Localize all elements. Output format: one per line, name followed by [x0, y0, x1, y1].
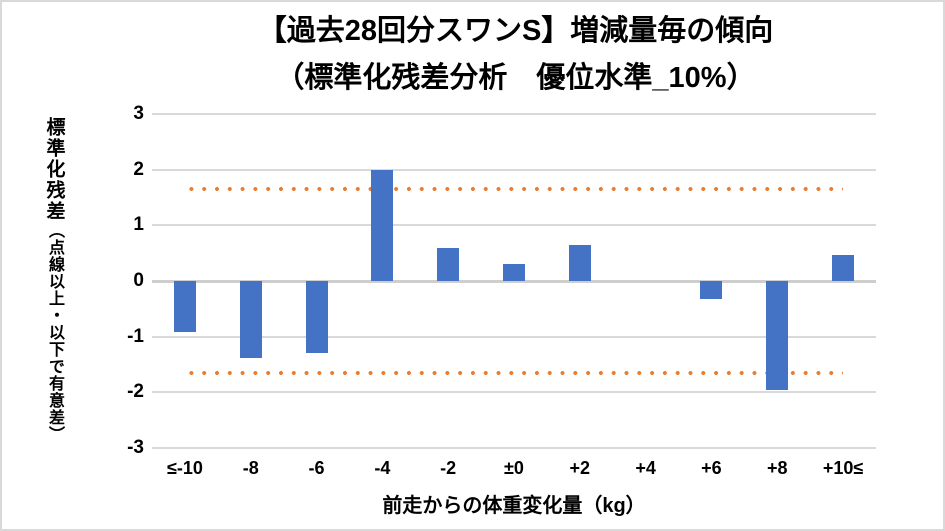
bar [832, 254, 855, 281]
y-axis-title-main: 標準化残差 [43, 117, 65, 222]
bar [568, 244, 591, 281]
x-category-label: -8 [242, 458, 259, 478]
threshold-line-upper [184, 186, 844, 193]
y-tick-label: 0 [133, 270, 144, 291]
y-tick-label: -3 [127, 437, 144, 458]
x-category-label: -4 [374, 458, 391, 478]
y-tick-label: 2 [133, 158, 144, 180]
x-category-label: ≤-10 [166, 458, 203, 478]
threshold-line-lower [184, 369, 844, 376]
bar [437, 247, 460, 281]
y-axis-title-sub: （点線以上・以下で有意差） [46, 222, 63, 443]
bar [173, 281, 196, 333]
y-tick-label: 3 [133, 103, 144, 124]
x-category-label: -6 [308, 458, 325, 478]
bar [766, 281, 789, 390]
gridline [152, 391, 876, 394]
y-tick-label: -1 [127, 325, 144, 347]
chart-title: 【過去28回分スワンS】増減量毎の傾向 （標準化残差分析 優位水準_10%） [92, 8, 939, 102]
bar [305, 281, 328, 354]
x-category-label: +8 [766, 458, 788, 478]
plot-area [152, 113, 876, 449]
gridline [152, 224, 876, 227]
x-category-label: +2 [569, 458, 591, 478]
y-axis-title: 標準化残差 （点線以上・以下で有意差） [18, 112, 90, 448]
x-category-label: ±0 [504, 458, 524, 478]
gridline [152, 447, 876, 449]
gridline [152, 335, 876, 338]
x-category-label: +6 [701, 458, 722, 478]
zero-axis-line [152, 279, 876, 283]
bar [239, 281, 262, 358]
y-tick-label: -2 [127, 381, 144, 403]
x-category-label: -2 [440, 458, 457, 478]
x-axis-title: 前走からの体重変化量（kg） [382, 495, 646, 517]
bar [700, 281, 723, 300]
chart-title-line1: 【過去28回分スワンS】増減量毎の傾向 [257, 15, 774, 47]
bar [503, 263, 525, 281]
y-axis-ticks: 3 2 1 0 -1 -2 -3 [88, 103, 144, 458]
x-category-label: +10≤ [822, 458, 864, 478]
y-tick-label: 1 [133, 214, 144, 236]
bar [371, 169, 394, 281]
x-axis-labels: ≤-10 -8 -6 -4 -2 ±0 +2 +4 +6 +8 +10≤ [152, 455, 876, 481]
gridline [152, 113, 876, 115]
gridline [152, 168, 876, 171]
x-category-label: +4 [635, 458, 656, 478]
chart-title-line2: （標準化残差分析 優位水準_10%） [275, 62, 756, 94]
